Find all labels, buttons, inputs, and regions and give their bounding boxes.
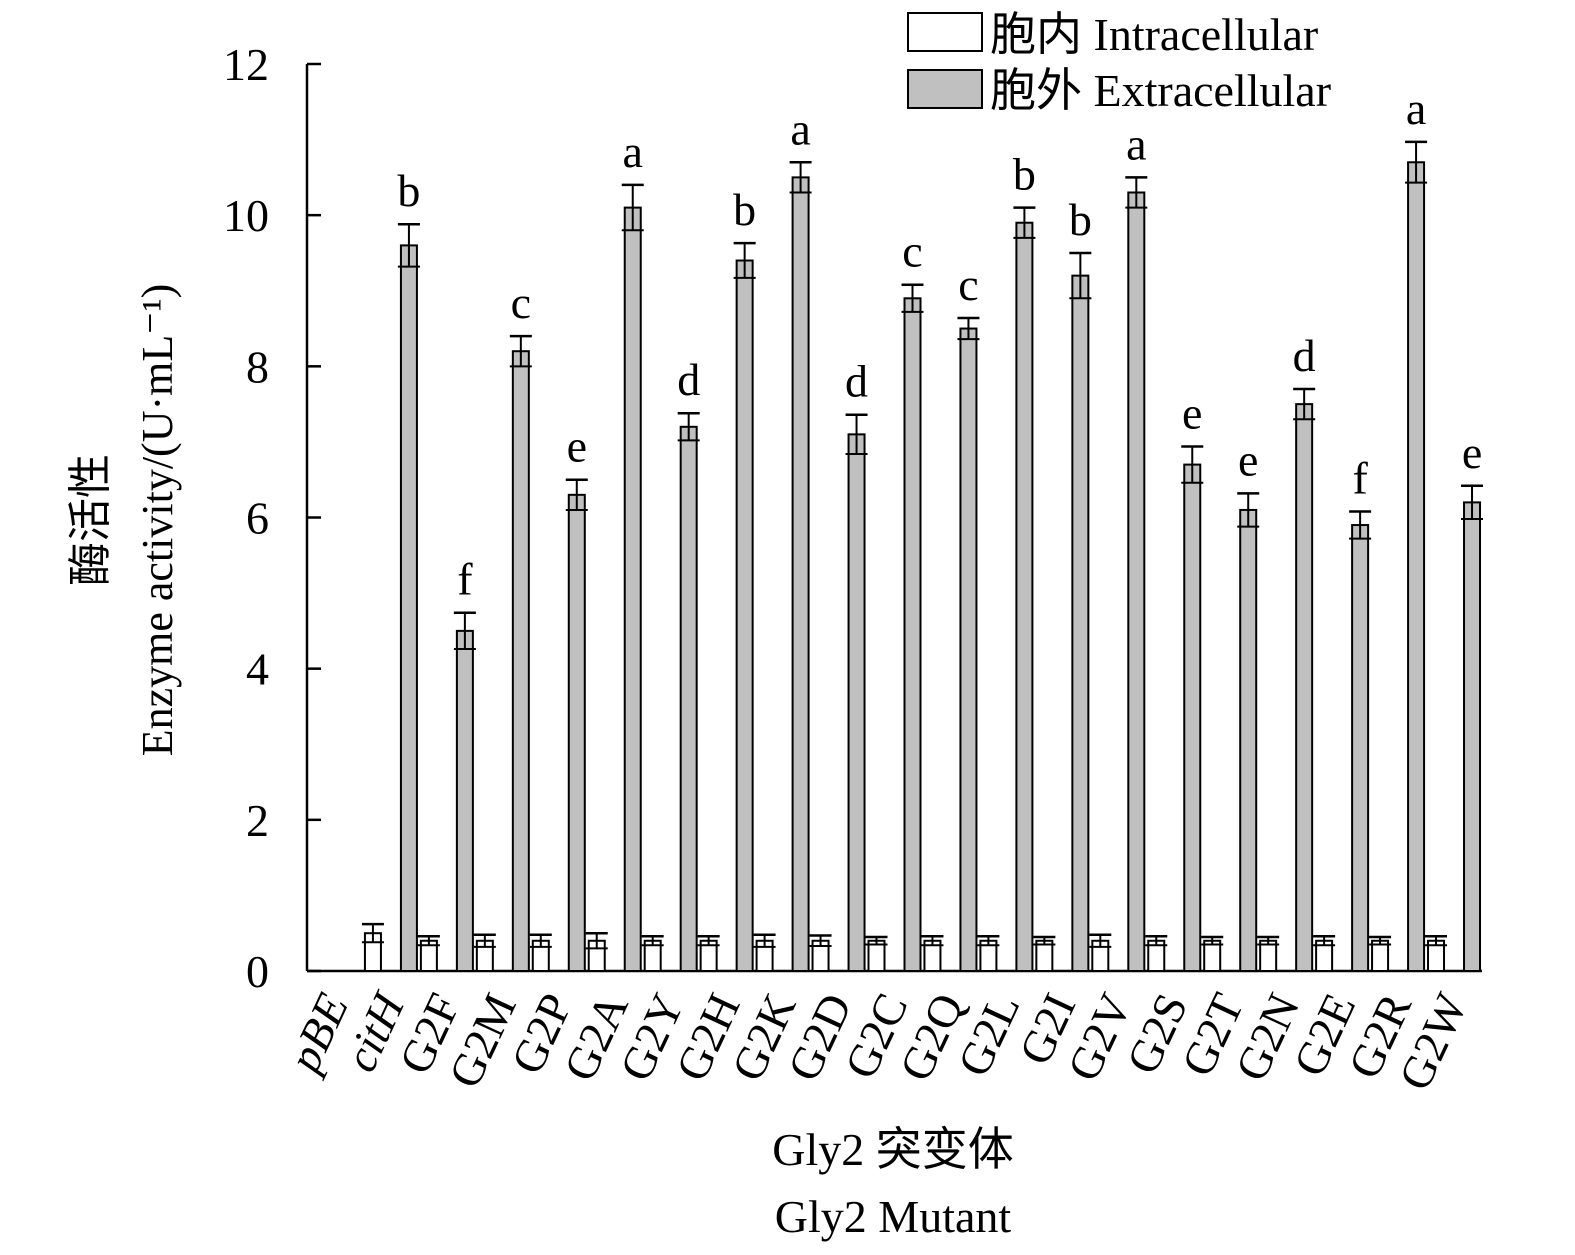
bars — [361, 140, 1484, 973]
bar-extracellular — [735, 259, 754, 972]
significance-label: e — [1462, 427, 1482, 478]
significance-label: a — [623, 126, 643, 177]
significance-label: e — [1238, 434, 1258, 485]
bar-extracellular — [1015, 221, 1034, 973]
x-axis-title-en: Gly2 Mutant — [775, 1191, 1012, 1242]
bar-extracellular — [1295, 403, 1314, 972]
bar-extracellular — [903, 297, 922, 972]
legend-swatch-intracellular — [907, 12, 983, 52]
significance-label: e — [567, 421, 587, 472]
bar-extracellular — [623, 206, 642, 972]
significance-label: b — [1013, 149, 1036, 200]
bar-extracellular — [399, 244, 418, 972]
y-tick-label: 0 — [246, 946, 269, 997]
bar-extracellular — [1407, 161, 1426, 972]
bar-extracellular — [1463, 501, 1482, 972]
bar-extracellular — [1239, 508, 1258, 972]
significance-label: b — [1069, 194, 1092, 245]
significance-label: d — [677, 354, 700, 405]
bar-extracellular — [679, 425, 698, 972]
bar-extracellular — [511, 350, 530, 972]
y-tick-label: 6 — [246, 493, 269, 544]
bar-extracellular — [455, 629, 474, 972]
significance-label: c — [511, 277, 531, 328]
significance-label: d — [1293, 330, 1316, 381]
significance-label: c — [958, 259, 978, 310]
significance-label: a — [790, 103, 810, 154]
y-tick-label: 12 — [223, 39, 269, 90]
significance-label: f — [457, 554, 473, 605]
bar-extracellular — [791, 176, 810, 972]
significance-label: b — [397, 165, 420, 216]
y-tick-label: 8 — [246, 341, 269, 392]
y-tick-label: 2 — [246, 795, 269, 846]
significance-label: c — [902, 226, 922, 277]
significance-label: b — [733, 184, 756, 235]
significance-label: a — [1126, 118, 1146, 169]
axes — [305, 62, 1482, 973]
significance-label: d — [845, 356, 868, 407]
significance-label: a — [1406, 83, 1426, 134]
legend-label-intracellular: 胞内 Intracellular — [990, 9, 1318, 60]
y-tick-label: 4 — [246, 644, 269, 695]
legend-label-extracellular: 胞外 Extracellular — [990, 65, 1331, 116]
bar-extracellular — [1071, 274, 1090, 972]
bar-extracellular — [567, 493, 586, 972]
legend: 胞内 Intracellular 胞外 Extracellular — [907, 9, 1331, 116]
bar-extracellular — [1183, 463, 1202, 972]
bar-extracellular — [847, 433, 866, 972]
x-axis-title-cn: Gly2 突变体 — [772, 1124, 1014, 1175]
significance-label: f — [1352, 452, 1368, 503]
y-axis-title-en: Enzyme activity/(U·mL⁻¹) — [133, 284, 182, 757]
legend-swatch-extracellular — [907, 69, 983, 109]
y-tick-label: 10 — [223, 190, 269, 241]
y-axis-title-cn: 酶活性 — [66, 454, 115, 586]
bar-extracellular — [959, 327, 978, 972]
significance-label: e — [1182, 387, 1202, 438]
bar-extracellular — [1351, 524, 1370, 973]
bar-extracellular — [1127, 191, 1146, 973]
